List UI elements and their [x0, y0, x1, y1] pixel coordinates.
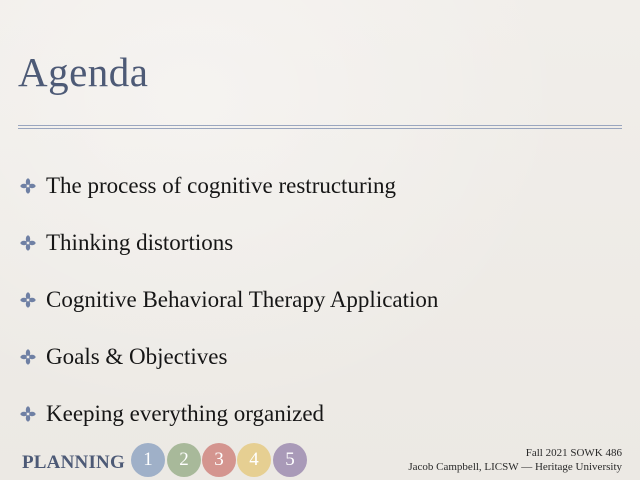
- cross-flourish-icon: [20, 291, 36, 308]
- course-info: Fall 2021 SOWK 486 Jacob Campbell, LICSW…: [408, 446, 622, 474]
- cross-flourish-icon: [20, 348, 36, 365]
- slide-title: Agenda: [18, 49, 149, 95]
- agenda-item-text: Keeping everything organized: [46, 400, 325, 426]
- cross-flourish-icon: [20, 234, 36, 251]
- step-number: 4: [249, 449, 259, 470]
- cross-flourish-icon: [20, 405, 36, 422]
- agenda-item-text: Thinking distortions: [46, 229, 234, 255]
- instructor-name: Jacob Campbell, LICSW — Heritage Univers…: [408, 461, 622, 473]
- step-1-badge[interactable]: 1: [131, 443, 165, 477]
- step-2-badge[interactable]: 2: [167, 443, 201, 477]
- agenda-item-text: Cognitive Behavioral Therapy Application: [46, 286, 439, 312]
- section-label: PLANNING: [22, 452, 125, 473]
- cross-flourish-icon: [20, 177, 36, 194]
- step-number: 2: [179, 449, 189, 470]
- title-divider: [18, 125, 622, 129]
- agenda-item: Keeping everything organized: [20, 385, 610, 442]
- step-5-badge[interactable]: 5: [273, 443, 307, 477]
- step-4-badge[interactable]: 4: [237, 443, 271, 477]
- agenda-item: The process of cognitive restructuring: [20, 157, 610, 214]
- agenda-item-text: The process of cognitive restructuring: [46, 172, 396, 198]
- step-number: 5: [285, 449, 295, 470]
- agenda-item: Thinking distortions: [20, 214, 610, 271]
- agenda-list: The process of cognitive restructuring T…: [20, 157, 610, 442]
- step-number: 1: [143, 449, 153, 470]
- agenda-item: Cognitive Behavioral Therapy Application: [20, 271, 610, 328]
- agenda-item: Goals & Objectives: [20, 328, 610, 385]
- agenda-item-text: Goals & Objectives: [46, 343, 228, 369]
- step-number: 3: [214, 449, 224, 470]
- step-3-badge[interactable]: 3: [202, 443, 236, 477]
- course-name: Fall 2021 SOWK 486: [525, 447, 622, 459]
